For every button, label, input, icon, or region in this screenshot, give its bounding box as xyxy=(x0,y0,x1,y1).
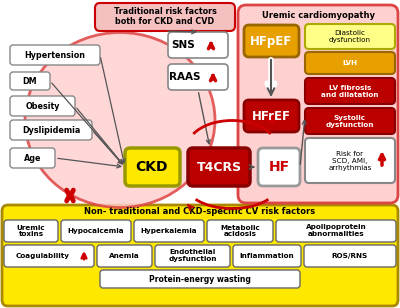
Text: Obesity: Obesity xyxy=(25,102,60,111)
Text: Inflammation: Inflammation xyxy=(240,253,294,259)
FancyBboxPatch shape xyxy=(2,205,398,306)
Text: Protein-energy wasting: Protein-energy wasting xyxy=(149,274,251,283)
Text: Risk for
SCD, AMI,
arrhythmias: Risk for SCD, AMI, arrhythmias xyxy=(328,151,372,171)
Text: Traditional risk factors: Traditional risk factors xyxy=(114,6,216,15)
Text: LVH: LVH xyxy=(342,60,358,66)
Text: Endothelial
dysfunction: Endothelial dysfunction xyxy=(168,249,217,262)
Ellipse shape xyxy=(25,33,215,208)
Text: Hyperkalemia: Hyperkalemia xyxy=(141,228,197,234)
FancyBboxPatch shape xyxy=(97,245,152,267)
FancyBboxPatch shape xyxy=(276,220,396,242)
Text: RAAS: RAAS xyxy=(169,72,201,82)
Text: Uremic cardiomyopathy: Uremic cardiomyopathy xyxy=(262,10,374,19)
Text: Diastolic
dysfunction: Diastolic dysfunction xyxy=(329,30,371,43)
Text: Dyslipidemia: Dyslipidemia xyxy=(22,125,80,135)
Text: Hypocalcemia: Hypocalcemia xyxy=(68,228,124,234)
FancyBboxPatch shape xyxy=(155,245,230,267)
Text: Age: Age xyxy=(24,153,41,163)
Text: Coagulability: Coagulability xyxy=(16,253,70,259)
Text: T4CRS: T4CRS xyxy=(196,160,242,173)
Text: Non- traditional and CKD-specific CV risk factors: Non- traditional and CKD-specific CV ris… xyxy=(84,208,316,217)
FancyBboxPatch shape xyxy=(304,245,396,267)
FancyBboxPatch shape xyxy=(305,78,395,104)
FancyBboxPatch shape xyxy=(134,220,204,242)
Text: Uremic
toxins: Uremic toxins xyxy=(17,225,45,237)
Text: LV fibrosis
and dilatation: LV fibrosis and dilatation xyxy=(321,84,379,98)
Text: both for CKD and CVD: both for CKD and CVD xyxy=(116,17,214,26)
Text: HFpEF: HFpEF xyxy=(250,34,292,47)
FancyBboxPatch shape xyxy=(10,72,50,90)
FancyBboxPatch shape xyxy=(233,245,301,267)
FancyBboxPatch shape xyxy=(10,96,75,116)
FancyBboxPatch shape xyxy=(125,148,180,186)
FancyBboxPatch shape xyxy=(305,138,395,183)
FancyBboxPatch shape xyxy=(10,148,55,168)
FancyBboxPatch shape xyxy=(100,270,300,288)
Text: Apolipoprotein
abnormalities: Apolipoprotein abnormalities xyxy=(306,225,366,237)
FancyBboxPatch shape xyxy=(61,220,131,242)
Text: ROS/RNS: ROS/RNS xyxy=(332,253,368,259)
FancyBboxPatch shape xyxy=(95,3,235,31)
FancyBboxPatch shape xyxy=(305,108,395,134)
FancyBboxPatch shape xyxy=(244,25,299,57)
FancyBboxPatch shape xyxy=(305,24,395,49)
Text: HF: HF xyxy=(268,160,290,174)
Text: Anemia: Anemia xyxy=(109,253,140,259)
FancyBboxPatch shape xyxy=(4,245,94,267)
FancyBboxPatch shape xyxy=(4,220,58,242)
FancyBboxPatch shape xyxy=(10,120,92,140)
FancyBboxPatch shape xyxy=(168,64,228,90)
FancyBboxPatch shape xyxy=(207,220,273,242)
Text: Systolic
dysfunction: Systolic dysfunction xyxy=(326,115,374,128)
FancyBboxPatch shape xyxy=(10,45,100,65)
FancyBboxPatch shape xyxy=(244,100,299,132)
Text: DM: DM xyxy=(23,76,37,86)
FancyBboxPatch shape xyxy=(188,148,250,186)
Text: SNS: SNS xyxy=(171,40,195,50)
FancyBboxPatch shape xyxy=(168,32,228,58)
Text: CKD: CKD xyxy=(136,160,168,174)
FancyBboxPatch shape xyxy=(305,52,395,74)
Text: HFrEF: HFrEF xyxy=(252,110,290,123)
FancyBboxPatch shape xyxy=(238,5,398,203)
FancyBboxPatch shape xyxy=(258,148,300,186)
Text: Metabolic
acidosis: Metabolic acidosis xyxy=(220,225,260,237)
Text: Hypertension: Hypertension xyxy=(24,51,86,59)
